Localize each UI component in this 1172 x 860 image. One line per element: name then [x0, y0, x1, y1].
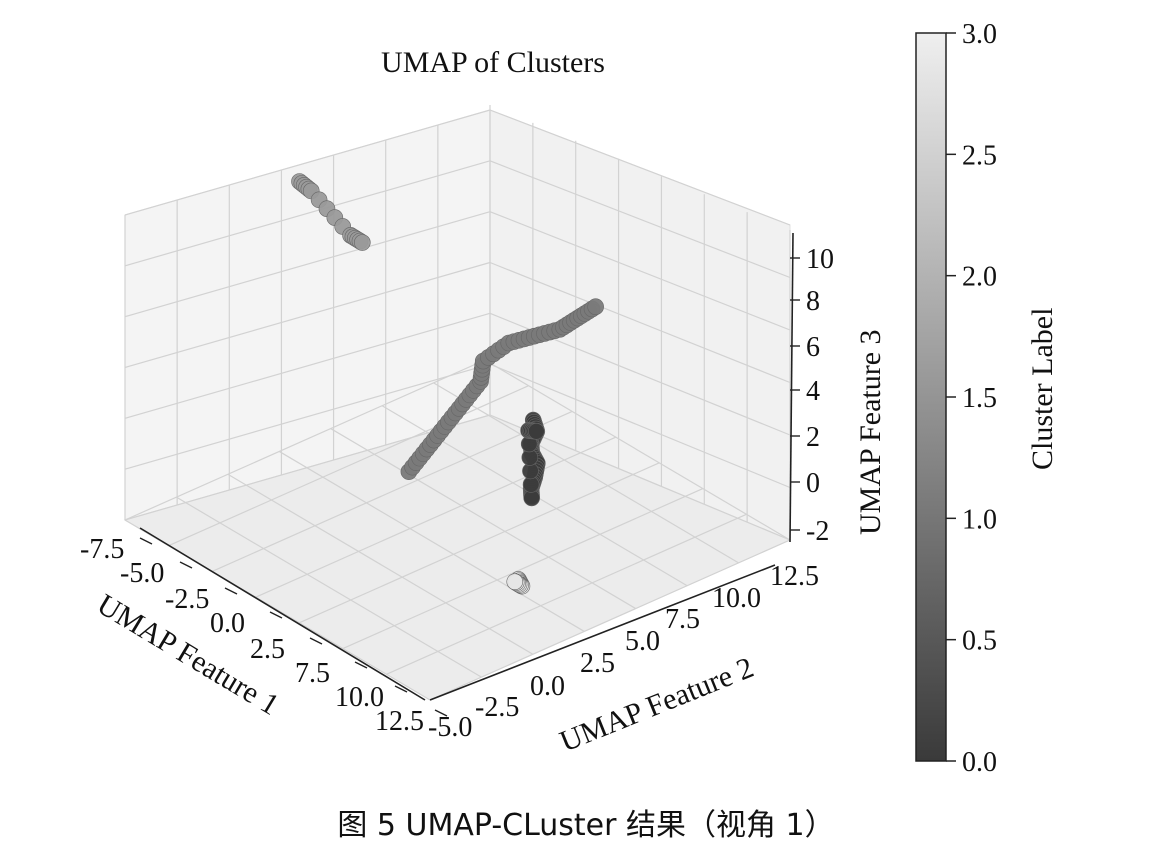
x-tick-label: 12.5	[375, 706, 424, 737]
grid-line	[489, 160, 791, 279]
x-tick-label: -7.5	[80, 534, 124, 565]
z-tick-label: 2	[806, 422, 820, 453]
grid-line	[124, 109, 491, 216]
colorbar-tick-label: 1.5	[962, 383, 997, 414]
colorbar-tick-label: 3.0	[962, 19, 997, 50]
grid-line	[330, 428, 637, 610]
z-tick-label: 10	[806, 244, 834, 275]
scatter-points	[291, 173, 604, 595]
z-axis-label: UMAP Feature 3	[854, 329, 887, 535]
grid-line	[299, 462, 660, 624]
y-tick-label: 10.0	[712, 583, 761, 614]
colorbar-tick-label: 2.0	[962, 262, 997, 293]
grid-line	[124, 312, 491, 419]
z-tick-label: -2	[806, 516, 829, 547]
x-tick-mark	[394, 685, 408, 693]
grid-line	[176, 496, 482, 678]
y-tick-label: 12.5	[770, 561, 819, 592]
grid-line	[429, 539, 791, 701]
axes-3d-panes	[123, 109, 792, 701]
grid-line	[386, 513, 747, 675]
y-tick-label: 2.5	[580, 648, 615, 679]
grid-line	[227, 473, 534, 655]
grid-line	[489, 109, 791, 226]
x-axis-line	[139, 527, 426, 701]
scatter-point-cluster-1	[587, 298, 604, 316]
grid-line	[489, 363, 791, 489]
x-tick-mark	[139, 537, 153, 545]
colorbar	[915, 32, 947, 762]
grid-line	[124, 359, 486, 521]
colorbar-tick-label: 1.0	[962, 504, 997, 535]
x-tick-mark	[269, 611, 283, 619]
z-tick-label: 6	[806, 332, 820, 363]
colorbar-ticks: 0.0 0.5 1.0 1.5 2.0 2.5 3.0	[946, 19, 997, 778]
x-tick-mark	[309, 637, 323, 645]
grid-line	[255, 436, 616, 598]
grid-line	[124, 160, 491, 267]
grid-line	[278, 450, 585, 632]
x-tick-label: -5.0	[120, 558, 164, 589]
x-tick-mark	[434, 709, 448, 717]
grid-line	[124, 261, 491, 369]
colorbar-tick-label: 2.5	[962, 140, 997, 171]
figure-caption: 图 5 UMAP-CLuster 结果（视角 1）	[337, 808, 835, 843]
grid-line	[342, 488, 704, 650]
grid-line	[489, 261, 791, 384]
y-tick-label: 0.0	[530, 671, 565, 702]
scatter-point-cluster-2	[354, 234, 371, 251]
y-axis-line	[429, 564, 776, 701]
grid-line	[484, 359, 791, 541]
y-tick-label: -5.0	[428, 712, 472, 743]
y-tick-label: -2.5	[475, 692, 519, 723]
grid-line	[124, 211, 491, 318]
colorbar-label: Cluster Label	[1026, 308, 1059, 470]
z-tick-label: 8	[806, 286, 820, 317]
y-tick-label: 5.0	[625, 626, 660, 657]
x-tick-label: 2.5	[250, 634, 285, 665]
scatter-point-cluster-0	[528, 422, 545, 440]
z-axis-line	[789, 232, 794, 543]
x-tick-mark	[224, 587, 238, 595]
z-tick-label: 4	[806, 376, 820, 407]
z-tick-label: 0	[806, 468, 820, 499]
x-tick-label: 0.0	[210, 608, 245, 639]
grid-line	[124, 363, 491, 470]
scatter-point-cluster-3	[506, 573, 524, 591]
grid-line	[168, 385, 529, 547]
colorbar-tick-label: 0.5	[962, 626, 997, 657]
y-tick-label: 7.5	[665, 604, 700, 635]
axis-ticks: -7.5-5.0-2.50.02.57.510.012.5 -5.0-2.50.0…	[80, 244, 834, 743]
grid-line	[433, 382, 739, 564]
grid-line	[489, 211, 791, 331]
x-tick-mark	[354, 661, 368, 669]
colorbar-tick-label: 0.0	[962, 747, 997, 778]
chart-title: UMAP of Clusters	[381, 46, 605, 79]
x-tick-label: 10.0	[335, 682, 384, 713]
grid-line	[211, 410, 573, 572]
x-tick-label: -2.5	[165, 584, 209, 615]
x-tick-label: 7.5	[295, 658, 330, 689]
x-tick-mark	[179, 561, 193, 569]
